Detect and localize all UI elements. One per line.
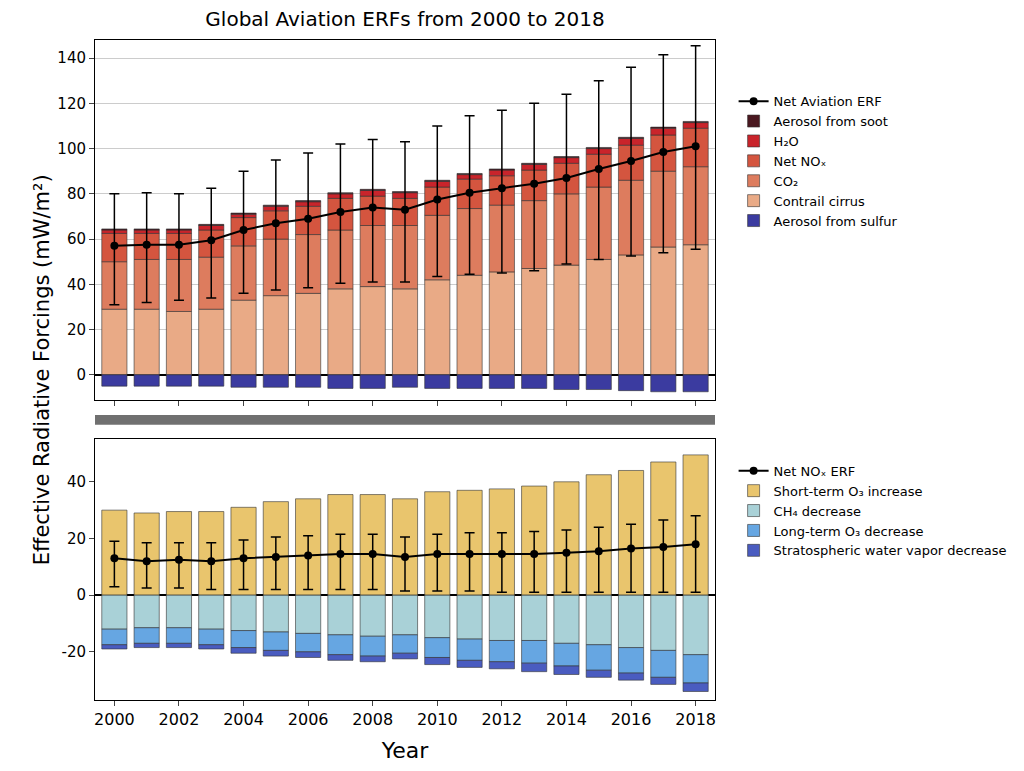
svg-text:Aerosol from soot: Aerosol from soot [774,114,888,129]
svg-text:2014: 2014 [546,710,587,729]
svg-text:Year: Year [381,738,430,763]
svg-text:Short-term O₃ increase: Short-term O₃ increase [774,484,923,499]
svg-text:2010: 2010 [417,710,458,729]
svg-text:Long-term O₃ decrease: Long-term O₃ decrease [774,524,924,539]
svg-text:2000: 2000 [94,710,135,729]
svg-text:Stratospheric water vapor decr: Stratospheric water vapor decrease [774,543,1007,558]
svg-text:Net Aviation ERF: Net Aviation ERF [774,94,882,109]
svg-text:0: 0 [76,586,86,604]
svg-text:60: 60 [67,230,86,248]
svg-text:2016: 2016 [611,710,652,729]
svg-text:40: 40 [67,473,86,491]
svg-text:CO₂: CO₂ [774,174,799,189]
svg-text:100: 100 [57,140,86,158]
svg-text:Net NOₓ: Net NOₓ [774,154,827,169]
svg-text:2018: 2018 [675,710,716,729]
svg-text:2008: 2008 [352,710,393,729]
svg-text:Contrail cirrus: Contrail cirrus [774,194,865,209]
svg-text:20: 20 [67,530,86,548]
svg-text:2004: 2004 [223,710,264,729]
svg-text:20: 20 [67,321,86,339]
svg-text:2006: 2006 [288,710,329,729]
svg-text:CH₄ decrease: CH₄ decrease [774,504,861,519]
svg-text:120: 120 [57,95,86,113]
svg-text:-20: -20 [62,643,87,661]
svg-text:0: 0 [76,366,86,384]
svg-text:140: 140 [57,49,86,67]
svg-text:80: 80 [67,185,86,203]
svg-text:Aerosol from sulfur: Aerosol from sulfur [774,214,898,229]
svg-text:Effective Radiative Forcings (: Effective Radiative Forcings (mW/m²) [30,174,54,565]
svg-text:H₂O: H₂O [774,134,799,149]
svg-text:Net NOₓ ERF: Net NOₓ ERF [774,464,856,479]
svg-text:2002: 2002 [159,710,200,729]
svg-text:2012: 2012 [482,710,523,729]
svg-text:Global Aviation ERFs from 2000: Global Aviation ERFs from 2000 to 2018 [205,7,604,31]
svg-text:40: 40 [67,276,86,294]
